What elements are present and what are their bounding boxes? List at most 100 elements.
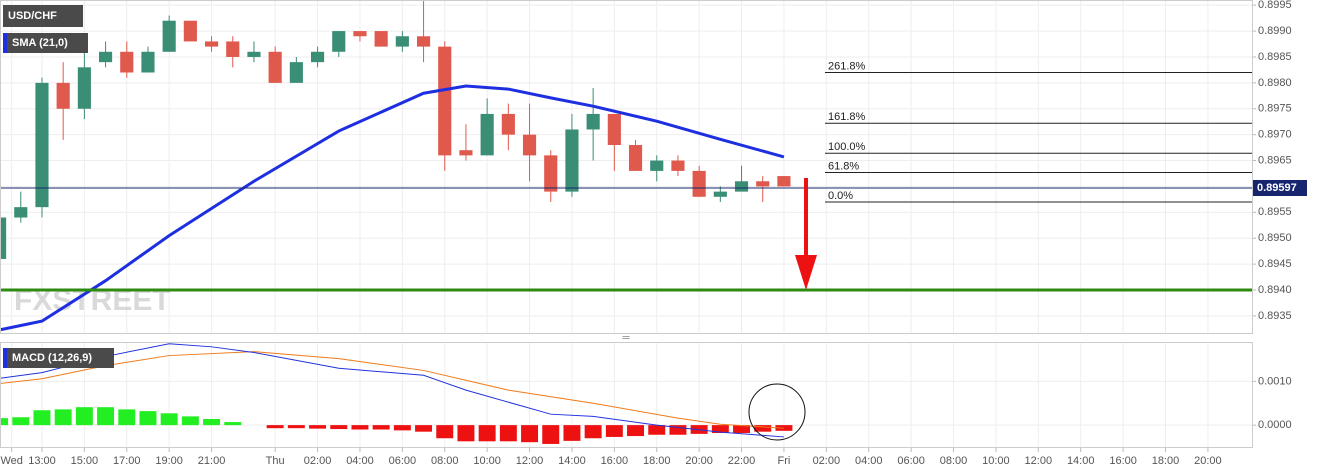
candle-body (183, 20, 197, 42)
x-tick-label: 20:00 (1194, 455, 1222, 467)
y-tick-label: 0.8935 (1258, 310, 1292, 322)
histogram-bar (12, 417, 30, 426)
x-tick-label: 15:00 (71, 455, 99, 467)
current-price-label: 0.89597 (1257, 182, 1297, 194)
x-tick-label: 22:00 (728, 455, 756, 467)
x-tick-label: 18:00 (1152, 455, 1180, 467)
y-tick-label: 0.8985 (1258, 51, 1292, 63)
candle-body (438, 46, 452, 156)
x-tick-label: 14:00 (1067, 455, 1095, 467)
x-tick-label: 04:00 (855, 455, 883, 467)
sma-badge (3, 33, 88, 53)
panel-resize-handle: ═ (621, 333, 630, 344)
candle-body (310, 51, 325, 63)
candle-body (480, 113, 494, 156)
y-tick-label: 0.8990 (1258, 25, 1292, 37)
histogram-bar (584, 425, 602, 439)
histogram-bar (393, 425, 411, 431)
macd-badge (3, 348, 114, 368)
sma-label: SMA (21,0) (12, 37, 68, 49)
x-tick-label: 06:00 (389, 455, 417, 467)
candle-body (162, 20, 176, 52)
histogram-bar (605, 425, 623, 437)
x-tick-label: Fri (778, 455, 791, 467)
histogram-bar (33, 410, 51, 426)
histogram-bar (648, 425, 666, 435)
x-tick-label: 21:00 (198, 455, 226, 467)
x-tick-label: 13:00 (28, 455, 56, 467)
fib-label: 100.0% (828, 141, 866, 153)
histogram-bar (563, 425, 581, 441)
histogram-bar (118, 409, 136, 426)
candle-body (289, 62, 303, 83)
candle-body (713, 191, 727, 197)
x-tick-label: 02:00 (813, 455, 841, 467)
histogram-bar (0, 418, 9, 426)
histogram-bar (754, 425, 772, 432)
histogram-bar (478, 425, 496, 442)
candle-body (14, 207, 28, 218)
candle-body (332, 31, 346, 52)
candle-body (628, 145, 643, 171)
sma-badge-stripe (3, 33, 7, 53)
histogram-bar (436, 425, 454, 439)
histogram-bar (54, 409, 72, 426)
candle-body (141, 51, 155, 73)
candle-body (98, 51, 113, 63)
y-tick-label: 0.8970 (1258, 129, 1292, 141)
candle-body (374, 31, 388, 47)
y-tick-label: 0.8995 (1258, 0, 1292, 11)
macd-panel-frame (0, 342, 1253, 448)
y-tick-label: 0.8940 (1258, 284, 1292, 296)
x-tick-label: 20:00 (685, 455, 713, 467)
x-tick-label: 10:00 (473, 455, 501, 467)
candle-body (268, 51, 282, 83)
x-tick-label: 04:00 (346, 455, 374, 467)
x-tick-label: Wed (0, 455, 22, 467)
x-tick-label: 12:00 (516, 455, 544, 467)
candle-body (77, 67, 91, 109)
candle-body (756, 181, 770, 187)
x-tick-label: 16:00 (601, 455, 629, 467)
x-tick-label: 14:00 (558, 455, 586, 467)
histogram-bar (75, 407, 93, 426)
histogram-bar (181, 416, 199, 426)
fib-label: 0.0% (828, 190, 853, 202)
y-tick-label: 0.8950 (1258, 232, 1292, 244)
fib-label: 61.8% (828, 160, 859, 172)
price-panel-frame (0, 0, 1253, 334)
candle-body (0, 217, 7, 259)
y-tick-label: 0.8955 (1258, 206, 1292, 218)
candle-body (226, 41, 240, 57)
histogram-bar (224, 422, 242, 426)
fib-label: 261.8% (828, 60, 866, 72)
x-tick-label: 02:00 (304, 455, 332, 467)
histogram-bar (351, 425, 369, 430)
candle-body (395, 36, 409, 47)
histogram-bar (542, 425, 560, 444)
highlight-circle (748, 383, 806, 441)
x-tick-label: 10:00 (982, 455, 1010, 467)
x-tick-label: 06:00 (897, 455, 925, 467)
x-tick-label: 12:00 (1025, 455, 1053, 467)
histogram-bar (139, 411, 157, 426)
macd-label: MACD (12,26,9) (12, 352, 92, 364)
y-tick-label: 0.8965 (1258, 154, 1292, 166)
histogram-bar (627, 425, 645, 437)
x-tick-label: 16:00 (1109, 455, 1137, 467)
x-tick-label: 08:00 (431, 455, 459, 467)
histogram-bar (266, 425, 284, 429)
histogram-bar (372, 425, 390, 430)
candle-body (35, 82, 49, 208)
histogram-bar (457, 425, 475, 442)
candle-body (416, 36, 431, 47)
arrow-head (795, 255, 817, 290)
histogram-bar (733, 425, 751, 433)
candle-body (586, 113, 600, 130)
histogram-bar (203, 419, 221, 426)
histogram-bar (330, 425, 348, 430)
candle-body (120, 51, 134, 73)
candle-body (650, 160, 664, 171)
y-tick-label: 0.0010 (1258, 375, 1292, 387)
